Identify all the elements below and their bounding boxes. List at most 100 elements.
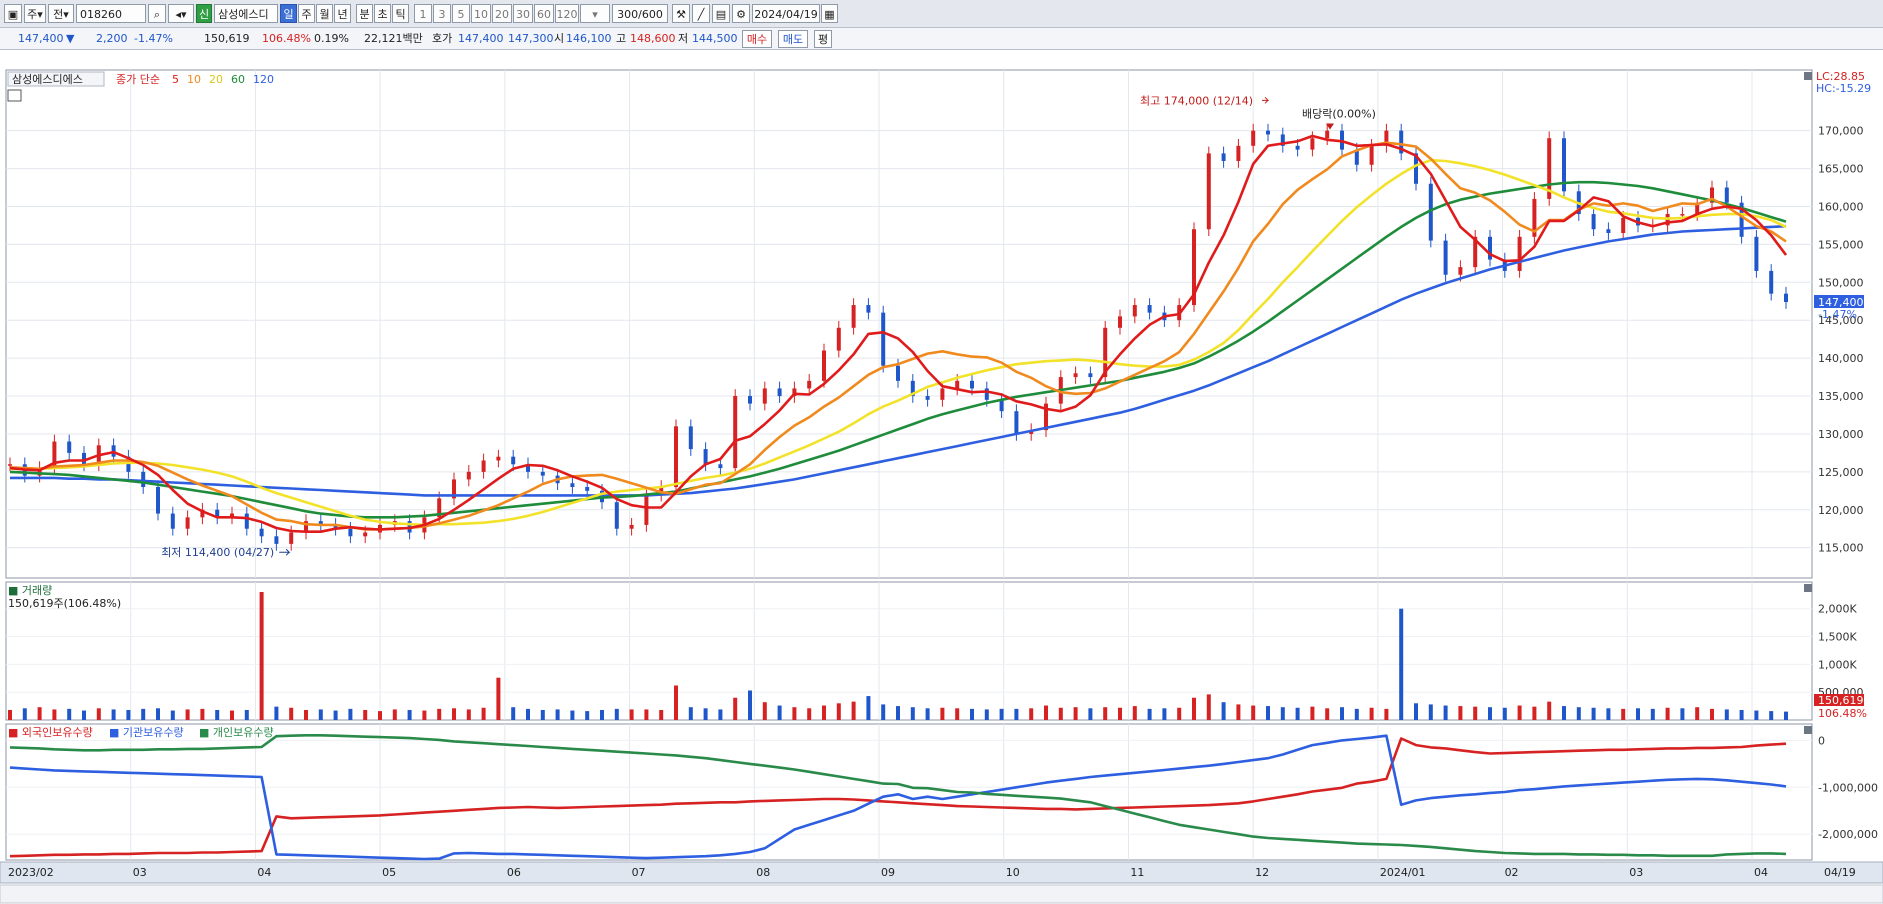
open-label: 시 [554, 32, 565, 45]
open-price: 146,100 [566, 32, 612, 45]
dividend-annotation: 배당락(0.00%) [1302, 107, 1376, 120]
volume-bar [407, 709, 412, 720]
sell-button[interactable]: 매도 [778, 30, 808, 48]
volume-bar [1576, 707, 1581, 720]
candle-body [940, 388, 945, 400]
volume-bar [1044, 705, 1048, 720]
ma20-line [10, 158, 1787, 527]
candle-body [540, 471, 545, 476]
panel-resize-handle[interactable] [1804, 72, 1812, 80]
candle-body [304, 521, 308, 533]
volume-bar [156, 708, 160, 720]
volume-bar [1384, 708, 1389, 720]
gear-icon[interactable]: ⚙ [732, 4, 750, 23]
type-select[interactable]: 전▾ [48, 4, 74, 23]
volume-bar [1502, 707, 1507, 720]
stock-name-field: 삼성에스디 [214, 4, 278, 23]
date-field[interactable]: 2024/04/19 [752, 4, 820, 23]
interval-1[interactable]: 1 [414, 4, 432, 23]
search-icon[interactable]: ⌕ [148, 4, 166, 23]
volume-bar [1369, 707, 1374, 720]
price-panel-menu-icon[interactable] [7, 89, 22, 102]
interval-20[interactable]: 20 [492, 4, 512, 23]
period-tab-minute[interactable]: 분 [356, 4, 373, 23]
interval-label: 3 [438, 8, 446, 21]
volume-bar [378, 711, 382, 720]
interval-custom-select[interactable]: ▾ [580, 4, 610, 23]
high-label: 고 [616, 32, 627, 45]
candle-body [1517, 236, 1522, 271]
period-tab-day[interactable]: 일 [280, 4, 297, 23]
period-tab-second[interactable]: 초 [374, 4, 391, 23]
ma5-line [9, 134, 1788, 533]
period-label: 틱 [395, 8, 406, 21]
volume-bar [688, 707, 693, 720]
high-price: 148,600 [630, 32, 676, 45]
volume-bar [748, 690, 752, 720]
buy-button[interactable]: 매수 [742, 30, 772, 48]
interval-120[interactable]: 120 [555, 4, 579, 23]
candle-body [466, 471, 471, 480]
bottom-scroll-bar[interactable] [0, 884, 1883, 904]
direction-icon: ▼ [66, 32, 75, 45]
volume-bar [1769, 711, 1774, 720]
interval-label: 60 [537, 8, 551, 21]
panel-resize-handle[interactable] [1804, 726, 1812, 734]
candle-body [1710, 187, 1714, 203]
interval-3[interactable]: 3 [433, 4, 451, 23]
calendar-icon[interactable]: ▦ [821, 4, 838, 23]
x-tick-label: 2023/02 [8, 866, 54, 879]
candle-body [984, 388, 989, 400]
save-icon[interactable]: ▤ [712, 4, 730, 23]
volume-bar [437, 708, 442, 720]
candle-body [1236, 145, 1241, 161]
price-tick-label: 170,000 [1818, 125, 1864, 138]
period-tab-year[interactable]: 년 [334, 4, 351, 23]
line-tool-icon[interactable]: ╱ [692, 4, 710, 23]
candle-body [585, 487, 590, 491]
interval-30[interactable]: 30 [513, 4, 533, 23]
volume-bar [1354, 708, 1359, 720]
chart-badge-text: 신 [198, 8, 210, 21]
evaluate-button[interactable]: 평 [814, 30, 832, 48]
volume-bar [1724, 709, 1729, 720]
candle-body [1591, 214, 1596, 230]
volume-bar [866, 696, 871, 720]
period-label: 일 [283, 8, 294, 21]
panel-resize-handle[interactable] [1804, 584, 1812, 592]
volume-bar [777, 705, 782, 720]
stock-code-input[interactable]: 018260 [76, 4, 146, 23]
high-annotation: 최고 174,000 (12/14) [1140, 94, 1253, 107]
interval-10[interactable]: 10 [471, 4, 491, 23]
data-count-field[interactable]: 300/600 [612, 4, 668, 23]
chart-badge: 신 [196, 4, 212, 23]
x-tick-label: 03 [1629, 866, 1643, 879]
price-tick-label: 160,000 [1818, 200, 1864, 213]
volume-bar [1591, 707, 1596, 720]
grid-lines [6, 70, 1812, 860]
volume-bar [52, 709, 57, 720]
candle-body [807, 380, 812, 389]
chart-area[interactable]: 최고 174,000 (12/14) 배당락(0.00%) 최저 114,400 (… [0, 50, 1883, 904]
volume-bar [1473, 706, 1478, 720]
chart-tool-icon[interactable]: ⚒ [672, 4, 690, 23]
volume-ratio: 106.48% [262, 32, 311, 45]
speaker-icon[interactable]: ◂▾ [168, 4, 194, 23]
layout-icon[interactable]: ▣ [4, 4, 22, 23]
last-price-tag [1814, 295, 1864, 309]
candle-body [1251, 130, 1256, 146]
period-tab-tick[interactable]: 틱 [392, 4, 409, 23]
candle-body [955, 380, 960, 389]
interval-60[interactable]: 60 [534, 4, 554, 23]
x-tick-label-last: 04/19 [1824, 866, 1856, 879]
period-tab-week[interactable]: 주 [298, 4, 315, 23]
market-select[interactable]: 주▾ [24, 4, 46, 23]
period-tab-month[interactable]: 월 [316, 4, 333, 23]
candle-body [1754, 236, 1759, 271]
turnover-rate: 0.19% [314, 32, 349, 45]
candle-body [259, 528, 264, 537]
volume-bar [1399, 608, 1404, 720]
candle-body [244, 513, 249, 529]
candle-body [1621, 217, 1626, 234]
interval-5[interactable]: 5 [452, 4, 470, 23]
